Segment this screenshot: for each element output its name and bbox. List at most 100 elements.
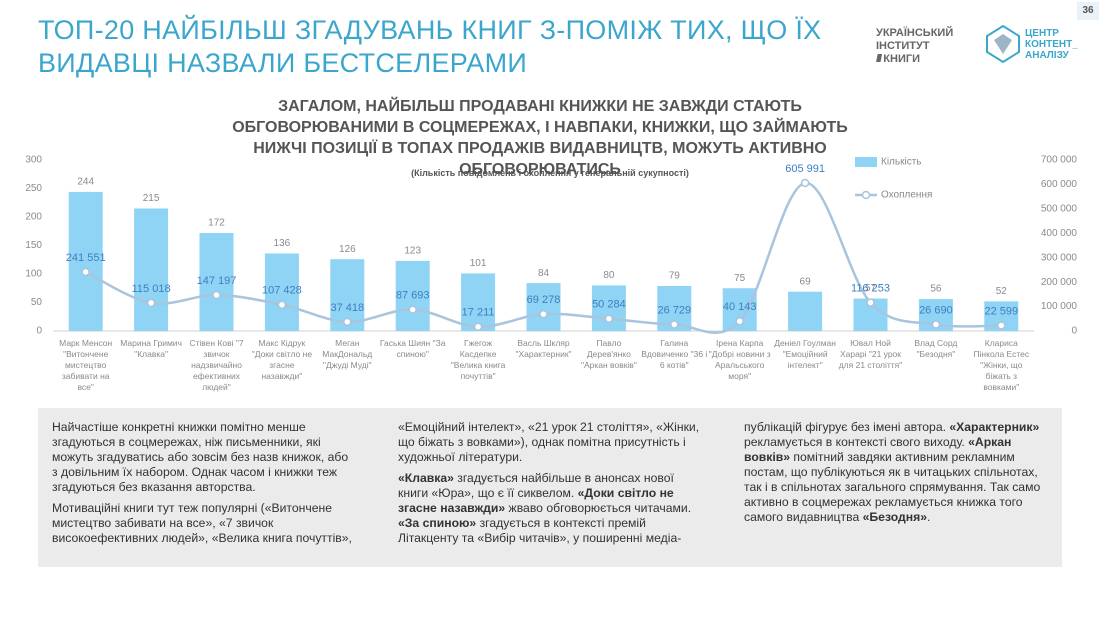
line-value-label: 69 278 [527, 294, 561, 306]
bar [526, 283, 561, 331]
line-value-label: 147 197 [197, 275, 237, 287]
line-value-label: 17 211 [462, 307, 495, 319]
line-point [212, 290, 221, 300]
bar-value-label: 75 [734, 273, 746, 284]
text-run-bold: «Характерник» [949, 420, 1040, 434]
text-run-bold: «Доки світло не згасне назавжди» [398, 486, 674, 515]
x-tick-label: Васль Шкляр "Характерник" [515, 338, 572, 359]
bar-value-label: 126 [339, 244, 356, 255]
chart-subtitle: (Кількість повідомлень і охоплення у ген… [411, 168, 689, 178]
bar [461, 273, 496, 331]
bar-value-label: 123 [404, 246, 421, 257]
bar [199, 232, 234, 331]
chart-title: ЗАГАЛОМ, НАЙБІЛЬШ ПРОДАВАНІ КНИЖКИ НЕ ЗА… [232, 98, 848, 178]
x-tick-label: Галина Вдовиченко "36 і 6 котів" [641, 338, 708, 370]
line [85, 181, 1002, 334]
line-value-label: 37 418 [330, 302, 364, 314]
x-tick-label: Марина Гримич "Клавка" [120, 338, 182, 359]
x-tick-label: Павло Дерев'янко "Аркан вовків" [580, 338, 637, 370]
line-value-label: 241 551 [66, 252, 106, 264]
y2-tick-label: 400 000 [1041, 228, 1078, 239]
bar [264, 253, 299, 331]
line-point [343, 317, 352, 327]
x-tick-label: Меган МакДональд "Джуді Муді" [322, 338, 373, 370]
y2-tick-label: 500 000 [1041, 203, 1078, 214]
text-run: рекламується в контексті свого виходу. [744, 435, 969, 449]
line-point [146, 298, 156, 308]
logo-text: ІНСТИТУТ [876, 40, 930, 52]
y2-tick-label: 100 000 [1041, 301, 1078, 312]
y-tick-label: 100 [25, 269, 42, 280]
bar [395, 260, 430, 331]
line-point [604, 314, 614, 323]
y2-tick-label: 200 000 [1041, 277, 1078, 288]
y2-tick-label: 0 [1071, 326, 1077, 337]
y2-tick-label: 700 000 [1041, 155, 1078, 166]
x-tick-label: Ірена Карпа "Добрі новини з Аральського … [708, 338, 771, 381]
line-value-label: 87 693 [396, 289, 430, 301]
text-run: . [926, 510, 931, 524]
bar-value-label: 69 [800, 276, 812, 287]
x-tick-label: Макс Кідрук "Доки світло не згасне назав… [251, 338, 313, 381]
line-value-label: 50 284 [592, 299, 626, 311]
x-tick-label: Гжегож Касдепке "Велика книга почуттів" [450, 338, 506, 381]
bar-value-label: 136 [274, 238, 291, 249]
y-tick-label: 150 [25, 240, 42, 251]
y-tick-label: 250 [25, 183, 42, 194]
legend-swatch [855, 157, 877, 167]
text-run: згадується найбільше в анонсах нової кни… [398, 471, 674, 500]
line-point [800, 178, 810, 188]
legend-swatch [861, 190, 871, 200]
logo-text: //// КНИГИ [876, 53, 921, 65]
logo-text: УКРАЇНСЬКИЙ [876, 27, 954, 39]
line-point [539, 309, 548, 319]
y-tick-label: 300 [25, 155, 42, 166]
bar-value-label: 215 [143, 193, 160, 204]
line-value-label: 605 991 [785, 163, 825, 175]
bar-value-label: 80 [603, 270, 615, 281]
bar [591, 285, 626, 331]
line-value-label: 115 018 [132, 283, 171, 295]
x-tick-label: Гаська Шиян "За спиною" [379, 338, 446, 359]
line-value-label: 116 253 [851, 283, 890, 295]
paragraph: Мотиваційні книги тут теж популярні («Ви… [52, 420, 702, 546]
x-tick-label: Клариса Пінкола Естес "Жінки, що біжать … [973, 338, 1030, 392]
text-run: згадується в контексті премій Літакценту… [398, 420, 950, 545]
line-value-label: 26 690 [919, 304, 953, 316]
notes: Найчастіше конкретні книжки помітно менш… [38, 408, 1062, 567]
legend-label: Охоплення [881, 190, 932, 201]
bar [788, 291, 823, 331]
line-value-label: 26 729 [657, 304, 691, 316]
text-run-bold: «Аркан вовків» [744, 435, 1012, 464]
line-value-label: 40 143 [723, 301, 757, 313]
bar-value-label: 56 [930, 284, 942, 295]
line-point [997, 321, 1006, 330]
line-point [866, 298, 875, 307]
logo-cca: ЦЕНТР КОНТЕНТ_ АНАЛІЗУ [1025, 28, 1078, 61]
y-tick-label: 200 [25, 212, 42, 223]
logo-icon [986, 24, 1020, 64]
legend-label: Кількість [881, 157, 921, 168]
logo-text: КНИГИ [883, 53, 921, 65]
line-point [408, 305, 417, 314]
bar [134, 208, 169, 331]
logo-text: КОНТЕНТ_ [1025, 39, 1078, 50]
line-point [670, 320, 679, 329]
text-run: Мотиваційні книги тут теж популярні («Ви… [52, 420, 700, 545]
text-run-bold: «Безодня» [862, 510, 927, 524]
line-point [473, 322, 483, 332]
x-tick-label: Влад Сорд "Безодня" [914, 338, 958, 359]
paragraph: «Клавка» згадується найбільше в анонсах … [398, 420, 1048, 546]
x-tick-label: Марк Менсон "Витончене мистецтво забиват… [59, 338, 113, 392]
bar-value-label: 57 [865, 283, 877, 294]
x-tick-label: Деніел Гоулман "Емоційний інтелект" [774, 338, 836, 370]
bar-value-label: 52 [996, 286, 1008, 297]
logo-uib: УКРАЇНСЬКИЙ ІНСТИТУТ //// КНИГИ [876, 27, 953, 66]
text-run: помітний завдяки активним рекламним пост… [744, 450, 1041, 524]
line-value-label: 22 599 [984, 305, 1018, 317]
line-point [735, 316, 744, 326]
bar-value-label: 101 [470, 258, 487, 269]
x-tick-label: Ювал Ной Харарі "21 урок для 21 століття… [838, 338, 903, 370]
